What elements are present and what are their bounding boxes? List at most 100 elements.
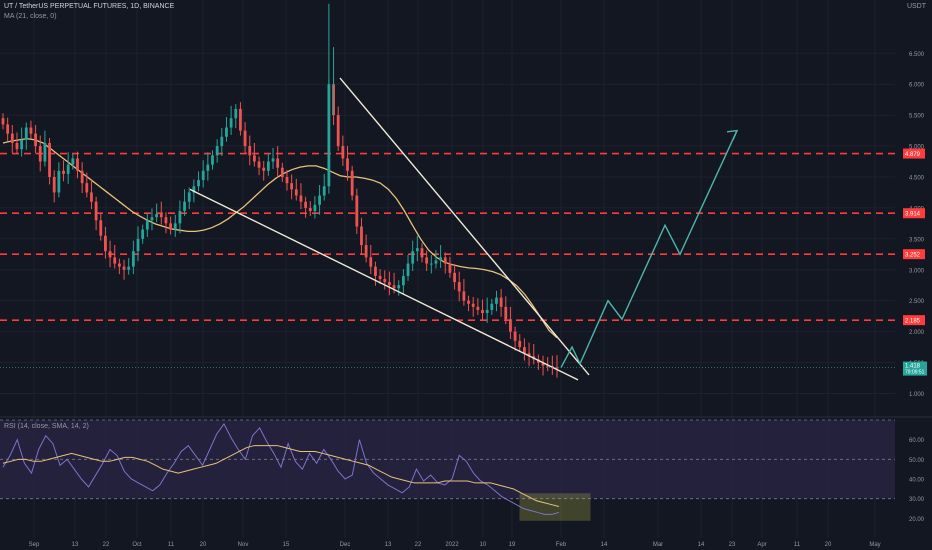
projection-line xyxy=(560,130,738,368)
date-tick-label: 22 xyxy=(103,542,110,548)
candle-body xyxy=(406,263,410,276)
candle-body xyxy=(448,263,452,273)
candle-body xyxy=(215,146,219,156)
date-tick-label: 20 xyxy=(200,542,207,548)
candle-body xyxy=(85,183,89,193)
level-price-tag-label: 2.185 xyxy=(905,319,921,325)
candle-body xyxy=(397,285,401,289)
candle-body xyxy=(234,108,238,119)
candle-body xyxy=(411,251,415,264)
candle-body xyxy=(271,158,275,162)
candle-body xyxy=(29,127,33,134)
candle-body xyxy=(350,170,354,196)
candle-body xyxy=(62,170,65,174)
candle-body xyxy=(355,195,359,227)
candle-body xyxy=(276,158,280,168)
candle-body xyxy=(499,297,503,307)
rsi-band xyxy=(0,419,895,521)
candle-body xyxy=(211,155,214,165)
candle-body xyxy=(173,223,177,230)
price-tick-label: 3.500 xyxy=(909,237,925,243)
candle-body xyxy=(108,251,112,258)
level-price-tag-label: 3.914 xyxy=(905,212,921,218)
candle-body xyxy=(192,186,196,193)
candle-body xyxy=(401,275,405,286)
price-tick-label: 6.000 xyxy=(909,83,925,89)
date-tick-label: Nov xyxy=(238,542,249,548)
price-tick-label: 5.000 xyxy=(909,145,925,151)
axis-unit: USDT xyxy=(906,3,926,10)
date-tick-label: 15 xyxy=(283,542,290,548)
candle-body xyxy=(476,306,480,310)
price-tick-label: 6.500 xyxy=(909,52,925,58)
candle-body xyxy=(374,266,377,276)
candle-body xyxy=(71,158,75,165)
rsi-indicator-label: RSI (14, close, SMA, 14, 2) xyxy=(4,423,89,430)
candle-body xyxy=(425,257,429,264)
projection-path xyxy=(560,129,739,368)
date-tick-label: 11 xyxy=(794,542,801,548)
ma-indicator-label: MA (21, close, 0) xyxy=(4,13,57,20)
rsi-tick-label: 20.00 xyxy=(909,517,925,523)
candle-body xyxy=(509,319,512,332)
candle-body xyxy=(243,130,247,147)
candle-body xyxy=(471,303,475,307)
falling-wedge xyxy=(189,77,590,381)
candle-body xyxy=(155,214,159,218)
wedge-lower-line xyxy=(189,188,579,381)
date-tick-label: Sep xyxy=(29,542,40,548)
wedge-upper-line xyxy=(339,77,590,376)
candle-body xyxy=(169,223,172,230)
candle-body xyxy=(341,146,345,159)
candle-body xyxy=(388,282,391,286)
candle-body xyxy=(122,266,126,270)
rsi-signal-line xyxy=(2,445,560,508)
candle-body xyxy=(1,118,5,125)
candle-body xyxy=(183,201,186,211)
rsi-line xyxy=(2,422,560,515)
candle-body xyxy=(304,201,308,208)
date-tick-label: 11 xyxy=(168,542,175,548)
candle-body xyxy=(299,195,303,202)
last-price-tag xyxy=(903,361,927,376)
candle-body xyxy=(378,275,382,280)
candle-body xyxy=(136,238,140,252)
date-tick-label: Dec xyxy=(340,542,351,548)
candle-body xyxy=(294,189,298,196)
candle-body xyxy=(6,124,10,134)
candle-body xyxy=(104,235,107,252)
candle-body xyxy=(523,347,526,354)
candle-body xyxy=(308,207,312,211)
candle-body xyxy=(322,186,326,196)
candle-body xyxy=(248,146,252,156)
candle-body xyxy=(164,217,168,224)
candle-body xyxy=(66,164,70,174)
candle-body xyxy=(80,170,84,184)
candle-body xyxy=(490,303,494,310)
date-tick-label: Mar xyxy=(653,542,663,548)
rsi-tick-label: 60.00 xyxy=(909,438,925,444)
candle-body xyxy=(131,251,135,267)
price-tick-label: 2.500 xyxy=(909,299,925,305)
level-price-tag-label: 3.252 xyxy=(905,253,921,259)
date-tick-label: Apr xyxy=(757,542,766,548)
candle-body xyxy=(360,226,363,246)
candle-body xyxy=(290,183,294,190)
candle-body xyxy=(420,248,424,258)
rsi-lines xyxy=(2,422,560,515)
candle-body xyxy=(383,279,387,283)
candle-body xyxy=(434,260,438,264)
date-tick-label: 10 xyxy=(480,542,487,548)
candle-body xyxy=(94,201,98,221)
date-tick-label: Feb xyxy=(556,542,567,548)
date-tick-label: 23 xyxy=(729,542,736,548)
candle-body xyxy=(90,192,93,202)
candle-body xyxy=(145,220,149,230)
date-tick-label: 22 xyxy=(415,542,422,548)
candle-body xyxy=(415,248,419,252)
candle-body xyxy=(159,214,163,218)
candle-body xyxy=(462,291,466,301)
level-price-tag xyxy=(903,148,925,159)
candle-body xyxy=(220,136,224,147)
